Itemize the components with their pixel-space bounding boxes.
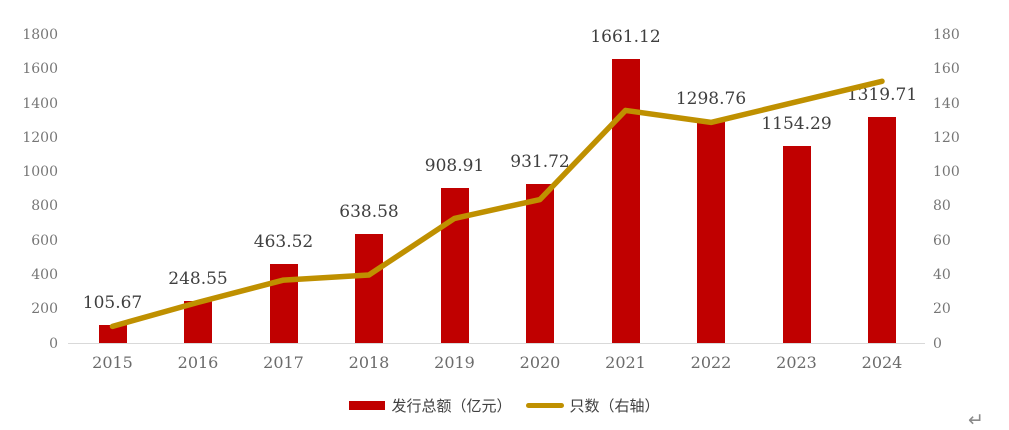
y-axis-right-tick: 40 <box>933 266 951 283</box>
bar-2020 <box>526 183 554 344</box>
y-axis-left-tick: 1400 <box>22 95 58 112</box>
y-axis-right-tick: 100 <box>933 164 960 181</box>
y-axis-right-tick: 140 <box>933 95 960 112</box>
y-axis-left-tick: 600 <box>31 232 58 249</box>
x-axis-label-2024: 2024 <box>861 353 903 372</box>
legend-item-bar-series[interactable]: 发行总额（亿元） <box>349 395 512 416</box>
legend-line-label: 只数（右轴） <box>569 396 660 415</box>
paragraph-mark-icon: ↵ <box>968 409 984 430</box>
y-axis-right-tick: 60 <box>933 232 951 249</box>
y-axis-right-tick: 160 <box>933 61 960 78</box>
bar-2022 <box>697 120 725 344</box>
bar-value-label-2021: 1661.12 <box>590 26 661 47</box>
x-axis-label-2018: 2018 <box>348 353 390 372</box>
y-axis-left-tick: 200 <box>31 301 58 318</box>
legend-line-swatch <box>525 402 564 408</box>
y-axis-left-tick: 400 <box>31 266 58 283</box>
y-axis-left-tick: 1200 <box>22 129 58 146</box>
bar-2021 <box>611 58 640 344</box>
y-axis-right-tick: 0 <box>933 335 942 352</box>
bar-value-label-2023: 1154.29 <box>761 113 832 134</box>
y-axis-left-tick: 1800 <box>22 27 58 43</box>
chart-legend: 发行总额（亿元） 只数（右轴） <box>0 394 1009 416</box>
bar-value-label-2024: 1319.71 <box>846 85 918 106</box>
x-axis-label-2021: 2021 <box>605 353 646 372</box>
y-axis-right-tick: 20 <box>933 301 951 318</box>
y-axis-right-tick: 80 <box>933 198 951 215</box>
bar-value-label-2016: 248.55 <box>168 268 228 289</box>
bar-2023 <box>782 145 811 344</box>
legend-item-line-series[interactable]: 只数（右轴） <box>525 395 660 416</box>
y-axis-left-tick: 1600 <box>22 61 58 78</box>
bar-value-label-2020: 931.72 <box>510 151 570 172</box>
y-axis-left-tick: 800 <box>31 198 58 215</box>
bar-2015 <box>98 325 127 344</box>
bar-value-label-2017: 463.52 <box>253 232 314 253</box>
bar-2018 <box>355 234 383 344</box>
x-axis-label-2017: 2017 <box>263 353 304 372</box>
legend-bar-label: 发行总额（亿元） <box>391 396 512 415</box>
x-axis-label-2023: 2023 <box>776 353 817 372</box>
x-axis-label-2020: 2020 <box>519 353 561 372</box>
x-axis-label-2016: 2016 <box>177 353 219 372</box>
y-axis-right-tick: 180 <box>933 27 960 43</box>
x-axis-line <box>68 343 925 344</box>
y-axis-left-tick: 0 <box>49 335 58 352</box>
bar-value-label-2022: 1298.76 <box>675 88 747 109</box>
y-axis-right-tick: 120 <box>933 129 960 146</box>
x-axis-label-2022: 2022 <box>690 353 732 372</box>
x-axis-label-2015: 2015 <box>92 353 133 372</box>
bar-value-label-2019: 908.91 <box>424 155 485 176</box>
bar-2016 <box>184 300 212 344</box>
bar-value-label-2018: 638.58 <box>339 202 399 223</box>
bar-2024 <box>868 117 896 344</box>
x-axis-label-2019: 2019 <box>434 353 475 372</box>
legend-bar-swatch <box>349 400 386 410</box>
line-series <box>109 78 885 330</box>
y-axis-left-tick: 1000 <box>22 164 58 181</box>
bar-value-label-2015: 105.67 <box>82 293 143 314</box>
